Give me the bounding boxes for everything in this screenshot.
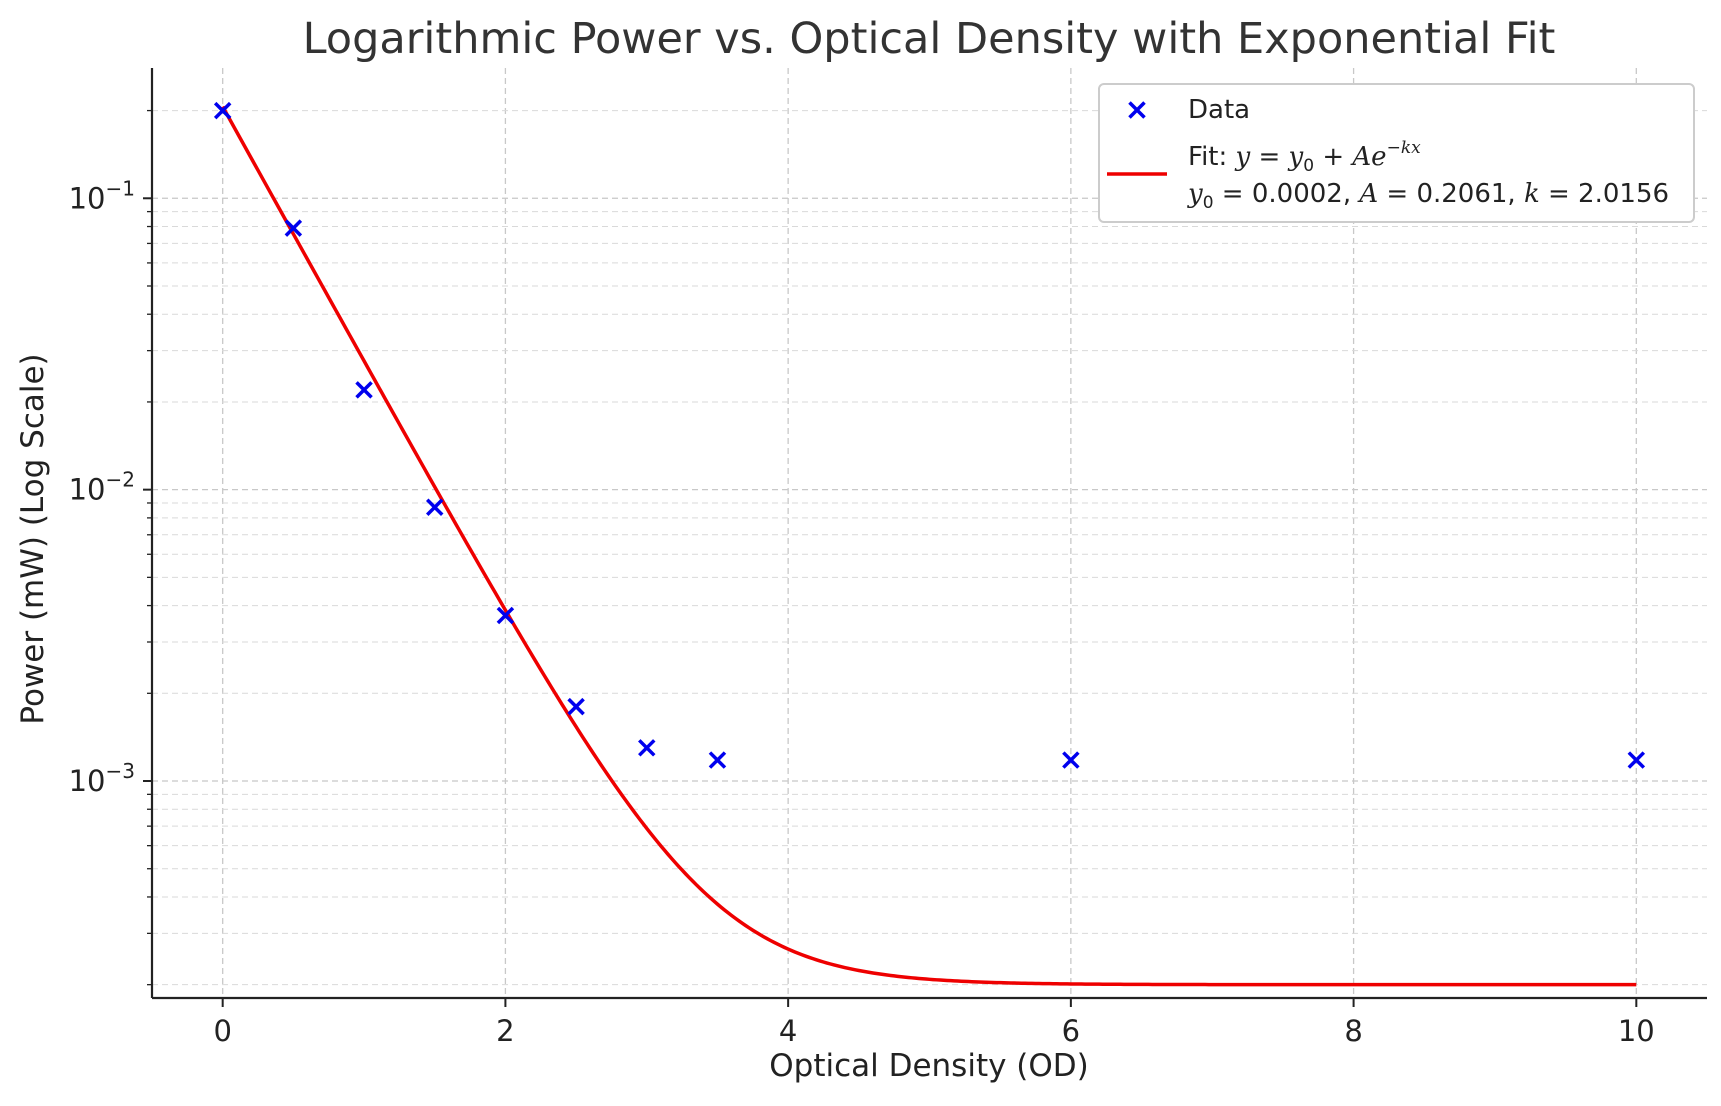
- axes-layer: [150, 68, 1707, 1000]
- x-axis-label: Optical Density (OD): [769, 1048, 1089, 1084]
- y-axis-label: Power (mW) (Log Scale): [15, 353, 51, 724]
- data-point: [638, 739, 656, 757]
- marker-stroke: [708, 751, 727, 769]
- data-point: [284, 219, 303, 237]
- marker-stroke: [213, 101, 232, 120]
- marker-stroke: [355, 381, 373, 399]
- x-tick-label: 4: [779, 1014, 797, 1048]
- x-tick-label: 0: [213, 1014, 231, 1048]
- x-tick-label: 10: [1618, 1014, 1655, 1048]
- data-point: [708, 751, 727, 769]
- tick-layer: 0 2 4 6 8 10 10−3 10−2 10−1: [69, 109, 1655, 1048]
- marker-stroke: [425, 498, 444, 517]
- marker-stroke: [1062, 751, 1080, 769]
- data-point: [496, 606, 515, 625]
- marker-stroke: [567, 697, 585, 716]
- legend-fit-params: y0 = 0.0002, A = 0.2061, k = 2.0156: [1187, 179, 1669, 213]
- data-point: [213, 101, 232, 120]
- chart-title: Logarithmic Power vs. Optical Density wi…: [303, 14, 1556, 64]
- legend-fit-prefix: Fit:: [1188, 142, 1227, 172]
- y-tick-label: 10−3: [69, 759, 135, 798]
- legend: Data Fit: y = y0 + Ae−kx y0 = 0.0002, A …: [1098, 83, 1695, 223]
- fit-curve: [221, 105, 1637, 987]
- x-tick-label: 8: [1344, 1014, 1362, 1048]
- marker-stroke: [1128, 101, 1146, 119]
- marker-layer: [213, 101, 1646, 769]
- legend-data-marker: [1128, 101, 1146, 119]
- data-point: [1062, 751, 1080, 769]
- legend-frame: [1098, 83, 1695, 223]
- marker-stroke: [284, 219, 303, 237]
- fit-layer: [221, 105, 1637, 987]
- y-tick-label: 10−2: [69, 468, 135, 507]
- data-point: [567, 697, 585, 716]
- marker-stroke: [496, 606, 515, 625]
- marker-stroke: [1627, 751, 1646, 769]
- x-tick-label: 6: [1062, 1014, 1080, 1048]
- y-tick-label: 10−1: [69, 176, 135, 215]
- legend-marker-x: [1128, 101, 1146, 119]
- data-point: [425, 498, 444, 517]
- x-tick-label: 2: [496, 1014, 514, 1048]
- data-point: [355, 381, 373, 399]
- legend-data-label: Data: [1188, 95, 1250, 125]
- marker-stroke: [638, 739, 656, 757]
- data-point: [1627, 751, 1646, 769]
